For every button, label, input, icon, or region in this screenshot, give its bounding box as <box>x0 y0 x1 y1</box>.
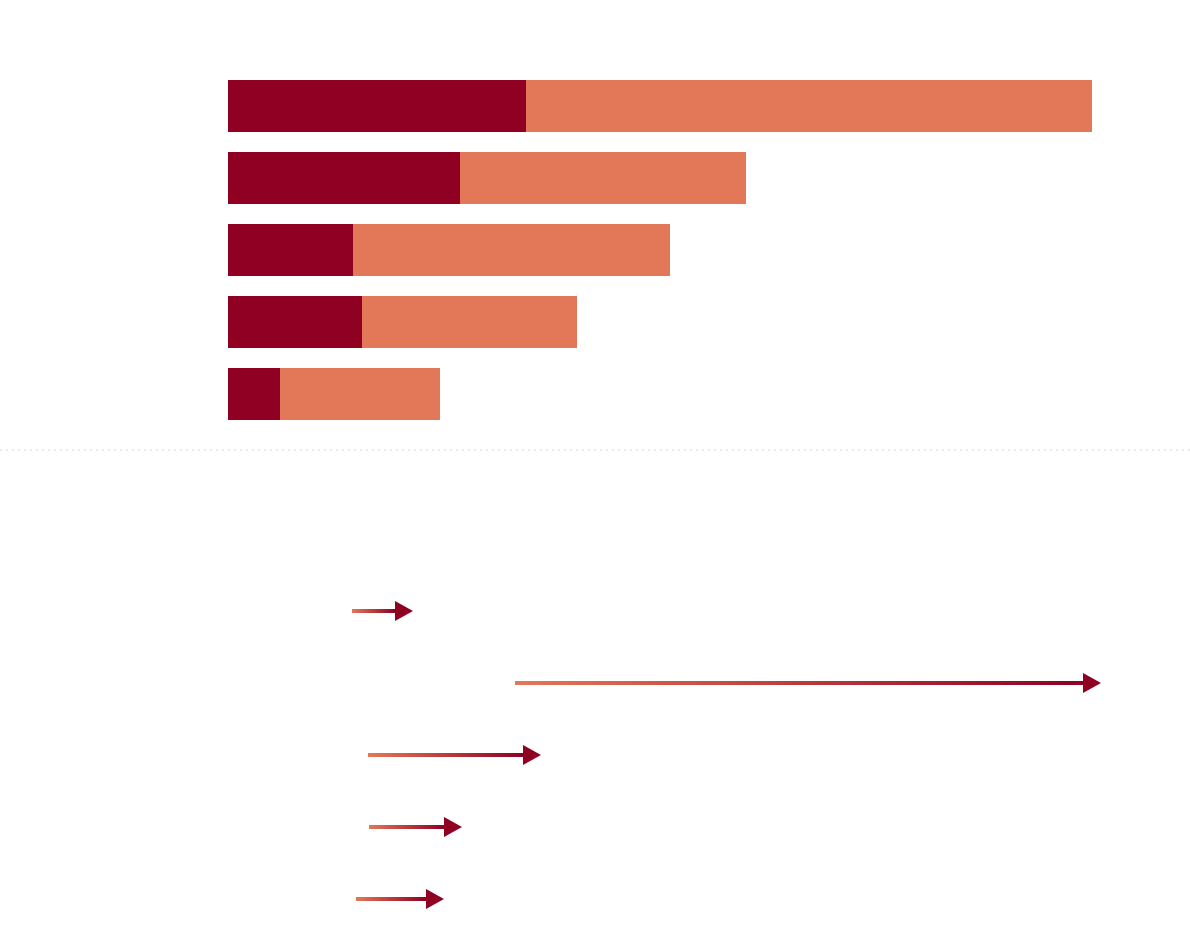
bar-5-segment-2 <box>280 368 440 420</box>
bar-3-segment-1 <box>228 224 353 276</box>
arrow-2-shaft <box>515 681 1083 685</box>
arrow-5 <box>356 889 444 909</box>
bar-4-segment-1 <box>228 296 362 348</box>
arrow-3 <box>368 745 541 765</box>
arrow-4-head <box>444 817 462 837</box>
bar-3-segment-2 <box>353 224 670 276</box>
arrow-4 <box>369 817 462 837</box>
bar-5-segment-1 <box>228 368 280 420</box>
arrow-5-head <box>426 889 444 909</box>
arrow-panel <box>352 601 1101 909</box>
arrow-2 <box>515 673 1101 693</box>
arrow-1 <box>352 601 413 621</box>
bar-1-segment-1 <box>228 80 526 132</box>
arrow-3-head <box>523 745 541 765</box>
arrow-2-head <box>1083 673 1101 693</box>
arrow-3-shaft <box>368 753 523 757</box>
arrow-5-shaft <box>356 897 426 901</box>
arrow-1-shaft <box>352 609 395 613</box>
arrow-1-head <box>395 601 413 621</box>
arrow-4-shaft <box>369 825 444 829</box>
bar-2-segment-1 <box>228 152 460 204</box>
stacked-bar-panel <box>228 80 1092 420</box>
bar-2-segment-2 <box>460 152 746 204</box>
bar-4-segment-2 <box>362 296 577 348</box>
bar-1-segment-2 <box>526 80 1092 132</box>
